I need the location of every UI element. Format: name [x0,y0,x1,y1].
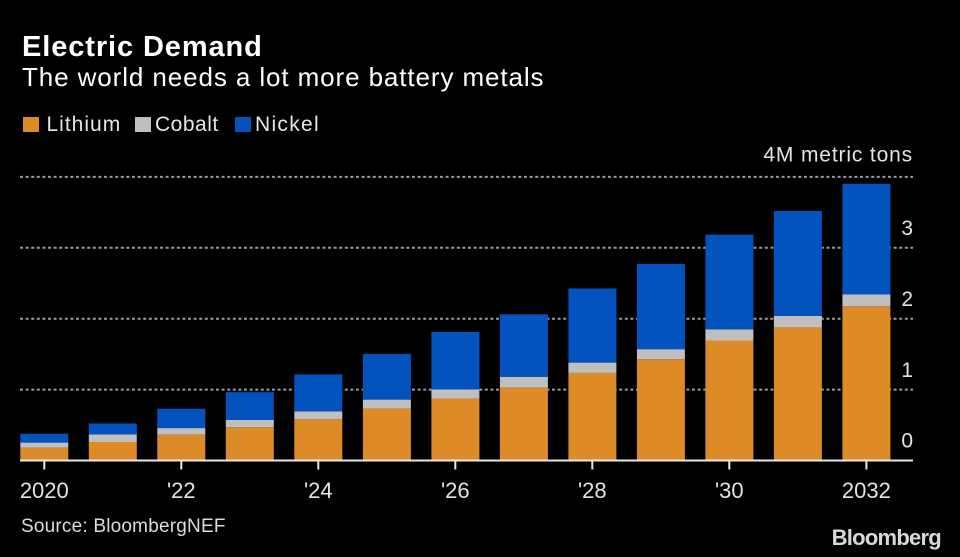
svg-text:'24: '24 [304,478,333,503]
svg-text:'22: '22 [167,478,196,503]
svg-text:4M metric tons: 4M metric tons [763,144,913,167]
svg-text:2020: 2020 [20,478,69,503]
svg-text:'26: '26 [441,478,470,503]
svg-text:'30: '30 [715,478,744,503]
svg-text:3: 3 [901,217,913,240]
svg-text:2032: 2032 [842,478,891,503]
svg-text:1: 1 [901,359,913,382]
svg-text:0: 0 [901,430,913,453]
svg-text:2: 2 [901,288,913,311]
svg-text:'28: '28 [578,478,607,503]
